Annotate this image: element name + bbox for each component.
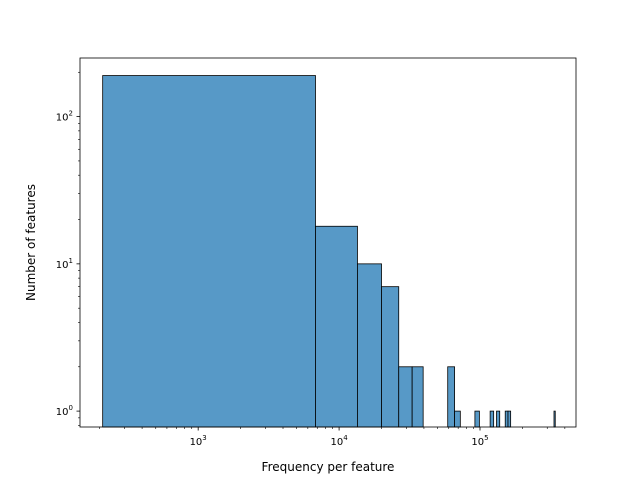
histogram-bar <box>447 366 455 428</box>
bars-group <box>102 75 556 428</box>
histogram-bar <box>553 410 556 428</box>
histogram-bar <box>496 410 501 428</box>
histogram-bar <box>489 410 495 428</box>
histogram-bar <box>315 225 358 428</box>
histogram-bar <box>411 366 424 428</box>
x-axis-label: Frequency per feature <box>262 460 395 474</box>
y-tick-label: 101 <box>56 257 73 271</box>
histogram-bar <box>398 366 413 428</box>
histogram-bar <box>474 410 480 428</box>
x-tick-label: 105 <box>471 434 488 448</box>
histogram-bar <box>454 410 461 428</box>
plot-frame <box>79 57 577 428</box>
histogram-bar <box>102 75 316 428</box>
y-tick-label: 102 <box>56 110 73 124</box>
y-tick-label: 100 <box>56 404 73 418</box>
histogram-bar <box>357 263 382 428</box>
x-tick-label: 103 <box>190 434 207 448</box>
x-axis-ticks: 103 104 105 <box>99 427 566 448</box>
histogram-bar <box>504 410 509 428</box>
y-axis-label: Number of features <box>24 184 38 301</box>
y-axis-ticks: 100 101 102 <box>56 71 80 426</box>
x-tick-label: 104 <box>330 434 348 448</box>
histogram-bar <box>507 410 512 428</box>
histogram-bar <box>381 286 400 428</box>
